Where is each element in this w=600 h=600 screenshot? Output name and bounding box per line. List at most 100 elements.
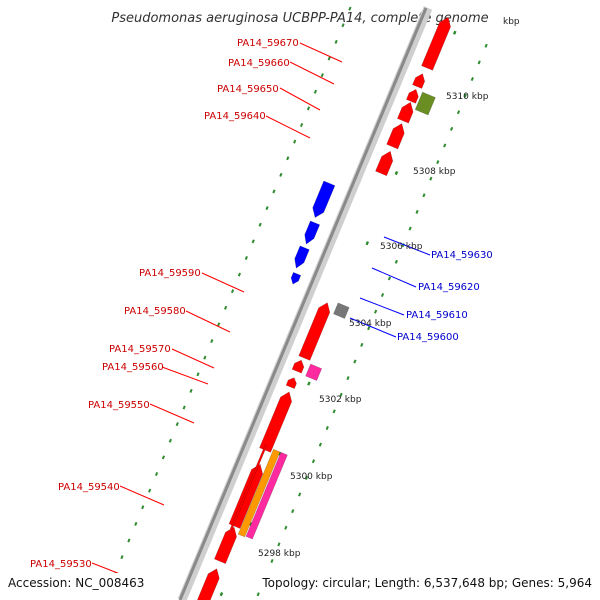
gene-feature-f6[interactable] [375,150,394,177]
track-dot [346,376,350,381]
track-dot [327,56,331,61]
gene-label[interactable]: PA14_59640 [204,111,266,122]
gene-label[interactable]: PA14_59620 [418,282,480,293]
track-dot [251,239,255,244]
scale-tick-mark [307,381,311,386]
gene-feature-f10[interactable] [291,359,305,374]
gene-feature-f13[interactable] [259,391,293,453]
track-dot [161,455,166,460]
gene-label[interactable]: PA14_59580 [124,306,186,317]
scale-tick-mark [452,30,457,35]
forward-leaders [91,42,343,582]
gene-label[interactable]: PA14_59570 [109,344,171,355]
gene-feature-f1[interactable] [421,16,451,71]
track-dot [456,110,461,115]
track-dot [148,488,152,493]
track-dot [477,60,481,65]
track-dot [265,206,269,211]
gene-label[interactable]: PA14_59540 [58,482,120,493]
gene-label[interactable]: PA14_59530 [30,559,92,570]
track-dot [168,438,172,443]
gene-feature-f18[interactable] [237,448,281,538]
gene-feature-f7[interactable] [414,91,436,116]
gene-label[interactable]: PA14_59590 [139,268,201,279]
track-dot [120,555,124,560]
gene-feature-f4[interactable] [397,101,414,124]
tick-label: 5306 kbp [380,242,423,252]
gene-feature-f16[interactable] [191,568,220,600]
track-dot [422,193,426,198]
gene-feature-f2[interactable] [412,73,426,89]
track-dot [286,156,290,161]
gene-feature-f5[interactable] [386,123,405,150]
track-dot [313,89,318,94]
scale-tick-mark [365,241,370,246]
track-dot [304,475,309,480]
scale-tick-mark [219,592,224,597]
gene-label[interactable]: PA14_59630 [431,250,493,261]
track-dot [332,409,336,414]
track-dot [429,176,433,181]
tick-label: 5298 kbp [258,549,301,559]
track-dot [284,525,288,530]
track-dot [311,459,316,464]
track-dot [353,359,357,364]
track-dot [470,76,474,81]
track-dot [348,6,352,11]
track-dot [325,426,329,431]
footer-left-bg [6,573,146,591]
track-dot [189,388,193,393]
track-dot [270,558,274,563]
gene-label[interactable]: PA14_59610 [406,310,468,321]
gene-feature-f21[interactable] [304,220,321,245]
scale-tick-mark [248,521,253,527]
scale-tick-mark [394,170,399,176]
track-dot [134,521,138,526]
gene-label[interactable]: PA14_59600 [397,332,459,343]
track-dot [291,509,295,514]
gene-feature-f23[interactable] [290,272,302,285]
reverse-gene-labels: PA14_59630 PA14_59620 PA14_59610 PA14_59… [397,250,493,343]
gene-label[interactable]: PA14_59650 [217,84,279,95]
tick-label: 5300 kbp [290,472,333,482]
backbone-shadow [177,6,433,600]
gene-label[interactable]: PA14_59670 [237,38,299,49]
track-dot [380,293,385,298]
track-dot [339,392,343,397]
track-dot [237,272,242,277]
track-dot [182,405,186,410]
gene-feature-f9[interactable] [333,302,350,319]
track-dot [175,422,179,427]
gene-feature-f22[interactable] [294,245,310,269]
track-dot [196,372,200,377]
track-dot [272,189,276,194]
track-dot [360,342,364,347]
gene-label[interactable]: PA14_59560 [102,362,164,373]
track-dot [450,126,454,131]
tick-label: kbp [503,17,520,27]
track-dot [415,209,419,214]
gene-label[interactable]: PA14_59660 [228,58,290,69]
gene-feature-f17[interactable] [245,451,288,540]
gene-feature-f3[interactable] [406,88,419,104]
track-dot [279,172,283,177]
tick-tracks [113,6,488,597]
track-dot [127,538,131,543]
gene-feature-f19[interactable] [229,444,268,530]
gene-feature-f11[interactable] [285,377,297,389]
gene-feature-f12[interactable] [305,363,323,381]
track-dot [394,259,398,264]
track-dot [256,592,260,597]
gene-feature-f8[interactable] [298,302,331,361]
gene-feature-f20[interactable] [312,180,336,218]
reverse-leaders [349,236,431,338]
gene-label[interactable]: PA14_59550 [88,400,150,411]
tick-label: 5308 kbp [413,167,456,177]
track-dot [318,442,322,447]
gene-feature-f15[interactable] [214,526,237,564]
track-dot [217,322,221,327]
track-dot [210,339,214,344]
track-dot [341,23,345,28]
track-dot [244,255,248,260]
